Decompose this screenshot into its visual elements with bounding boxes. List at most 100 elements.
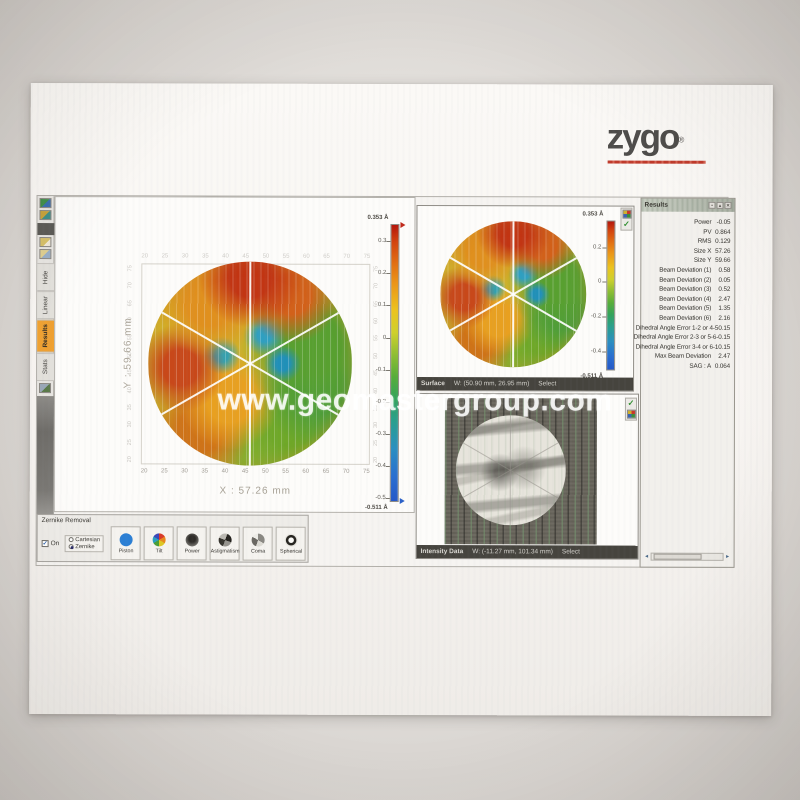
side-toolbar-filler: [36, 395, 54, 515]
toolbar-icon-chart[interactable]: [39, 198, 52, 209]
surface-cursor-coords: W: (50.90 mm, 26.95 mm): [453, 380, 530, 388]
palette-grid-icon[interactable]: [621, 209, 631, 219]
zernike-button-tilt[interactable]: Tilt: [144, 526, 175, 561]
result-value: 0.064: [714, 362, 731, 370]
zernike-controls: ✓ On Cartesian Zernike Piston Tilt Power Ast…: [38, 525, 308, 562]
toolbar-icon-layout[interactable]: [39, 249, 52, 260]
close-icon[interactable]: ✕: [724, 201, 732, 209]
scroll-right-icon[interactable]: ►: [725, 553, 731, 560]
colorbar-tick-label: -0.5: [375, 495, 386, 502]
surface-window: 0.353 Å -0.511 Å 0.2 0 -0.2 -0.4 ✓ Surface …: [416, 205, 635, 392]
result-value: -0.15: [716, 333, 731, 341]
result-label: PV: [703, 228, 712, 236]
axis-tick: 55: [282, 468, 289, 475]
toolbar-icon-save[interactable]: [39, 210, 52, 221]
colorbar-gradient: [606, 220, 616, 371]
side-tab-hide[interactable]: Hide: [36, 263, 54, 292]
scrollbar-thumb[interactable]: [653, 553, 702, 560]
axis-tick: 65: [323, 253, 330, 260]
axis-tick: 75: [363, 468, 370, 475]
result-label: Beam Deviation (2): [659, 276, 712, 284]
zernike-button-astigmatism[interactable]: Astigmatism: [210, 526, 241, 561]
result-row: Beam Deviation (3) 0.52: [643, 286, 730, 296]
colorbar-tick-label: 0.2: [593, 244, 602, 251]
surface-phase-map[interactable]: [440, 221, 587, 368]
palette-grid-icon[interactable]: [626, 409, 636, 419]
axis-tick: 25: [161, 468, 168, 475]
colorbar-tick-label: -0.3: [375, 431, 386, 438]
scroll-left-icon[interactable]: ◄: [644, 553, 650, 560]
results-title: Results: [644, 201, 669, 209]
colorbar-tick: [602, 281, 607, 283]
colorbar-tick-label: 0.2: [377, 270, 387, 277]
scrollbar-track[interactable]: [650, 552, 724, 561]
result-label: Beam Deviation (5): [659, 305, 712, 313]
axis-tick: 60: [302, 468, 310, 475]
x-axis-label: X : 57.26 mm: [219, 485, 292, 497]
intensity-select-button[interactable]: Select: [561, 548, 580, 556]
x-ticks-bottom: 20 25 30 35 40 45 50 55 60 65 70 75: [141, 468, 370, 475]
result-value: -0.05: [716, 218, 731, 226]
zernike-button-spherical[interactable]: Spherical: [276, 526, 307, 561]
check-icon[interactable]: ✓: [623, 219, 630, 229]
colorbar-gradient: [389, 223, 400, 502]
zernike-on-toggle[interactable]: ✓ On: [41, 539, 59, 547]
side-tab-stats[interactable]: Stats: [36, 352, 54, 381]
results-scrollbar[interactable]: ◄ ►: [643, 552, 732, 562]
result-row: Max Beam Deviation 2.47: [643, 353, 730, 363]
result-label: SAG : A: [689, 362, 712, 370]
intensity-cursor-coords: W: (-11.27 mm, 101.34 mm): [472, 548, 553, 556]
colorbar-tick-label: 0: [382, 334, 387, 341]
toolbar-icon-folder[interactable]: [39, 237, 52, 248]
surface-select-button[interactable]: Select: [538, 380, 557, 388]
result-label: RMS: [697, 237, 712, 245]
surface-phase-map-large[interactable]: [147, 261, 353, 466]
power-icon: [185, 532, 199, 546]
zernike-panel-title: Zernike Removal: [41, 517, 91, 525]
mx-application-frame: Hide Linear Results Stats 20 25 30 35 40 45 50 55 6…: [35, 195, 736, 568]
axis-tick: 60: [373, 317, 380, 325]
radio-cartesian[interactable]: Cartesian: [68, 537, 100, 543]
zernike-mode-group: Cartesian Zernike: [64, 534, 105, 552]
zernike-button-label: Coma: [251, 548, 266, 555]
side-tab-results[interactable]: Results: [36, 319, 54, 353]
result-value: 0.52: [718, 285, 731, 294]
checkbox-check-icon[interactable]: ✓: [41, 539, 49, 547]
toolbar-separator: [36, 223, 54, 236]
result-label: Size X: [693, 247, 712, 255]
spherical-icon: [284, 533, 298, 547]
check-icon[interactable]: ✓: [627, 398, 635, 408]
zernike-button-coma[interactable]: Coma: [243, 526, 274, 561]
axis-tick: 70: [373, 283, 380, 290]
axis-tick: 75: [363, 253, 371, 260]
axis-tick: 75: [127, 265, 134, 272]
printed-page: zygo® Hide Linear Results Stats 20 25 30 35 40 4…: [29, 83, 773, 716]
result-label: Dihedral Angle Error 1-2 or 4-5: [635, 324, 719, 332]
zernike-button-label: Astigmatism: [210, 548, 240, 555]
radio-dot-icon[interactable]: [68, 537, 74, 543]
radio-zernike[interactable]: Zernike: [68, 544, 100, 550]
toolbar-icon-tools[interactable]: [39, 382, 52, 393]
axis-tick: 70: [127, 282, 134, 289]
zernike-button-power[interactable]: Power: [177, 526, 208, 561]
colorbar-tick: [602, 247, 607, 249]
intensity-window-tools: ✓: [624, 397, 638, 421]
radio-dot-icon[interactable]: [68, 544, 74, 550]
results-title-bar[interactable]: Results ▪ ▴ ✕: [641, 198, 735, 212]
axis-tick: 25: [126, 438, 133, 445]
zernike-button-piston[interactable]: Piston: [111, 526, 142, 561]
intensity-window-title: Intensity Data: [420, 548, 464, 556]
result-value: 0.58: [718, 266, 731, 274]
collapse-icon[interactable]: ▴: [716, 201, 724, 209]
intensity-fringe-map[interactable]: [455, 415, 566, 526]
pin-icon[interactable]: ▪: [708, 201, 716, 209]
axis-tick: 60: [302, 253, 310, 260]
colorbar-tick: [602, 351, 607, 353]
side-tab-linear[interactable]: Linear: [36, 291, 54, 320]
colorbar-tick: [385, 434, 390, 436]
axis-tick: 40: [221, 468, 229, 475]
result-value: 2.16: [718, 314, 731, 322]
colorbar-max-marker: [400, 221, 406, 229]
result-value: 59.66: [715, 257, 731, 265]
y-axis-label: Y : 59.66 mm: [122, 317, 134, 389]
